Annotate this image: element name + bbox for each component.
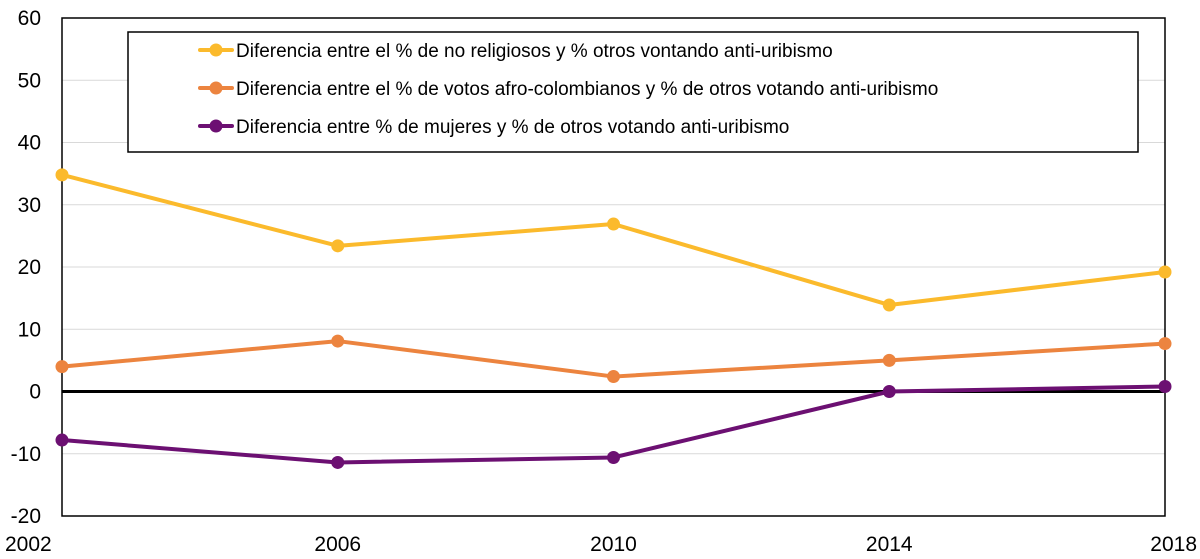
legend-swatch-marker — [209, 43, 223, 57]
legend-label: Diferencia entre el % de votos afro-colo… — [236, 79, 938, 100]
x-tick-label: 2010 — [590, 533, 637, 556]
series-3 — [55, 380, 1172, 469]
series-lines — [55, 168, 1172, 469]
y-tick-label: 10 — [18, 318, 41, 341]
legend: Diferencia entre el % de no religiosos y… — [127, 31, 1139, 153]
legend-swatch-marker — [209, 119, 223, 133]
series-2 — [55, 334, 1172, 384]
series-line — [60, 172, 1167, 307]
data-point — [331, 239, 345, 253]
legend-box — [127, 31, 1139, 153]
data-point — [1158, 337, 1172, 351]
series-1 — [55, 168, 1172, 312]
data-point — [1158, 265, 1172, 279]
data-point — [882, 385, 896, 398]
data-point — [331, 334, 345, 348]
data-point — [55, 168, 69, 182]
legend-item: Diferencia entre el % de no religiosos y… — [198, 41, 833, 62]
legend-item: Diferencia entre el % de votos afro-colo… — [198, 79, 938, 100]
tick-labels: -20 -10 0 10 20 30 40 50 60 2002 2006 2010 2014 2018 — [5, 7, 1197, 556]
y-tick-label: -10 — [11, 443, 41, 466]
y-tick-label: 0 — [29, 381, 41, 404]
data-point — [607, 450, 620, 464]
y-tick-label: 30 — [18, 194, 41, 217]
data-point — [331, 455, 345, 469]
data-point — [882, 298, 896, 312]
y-tick-label: 60 — [18, 7, 41, 30]
legend-label: Diferencia entre % de mujeres y % de otr… — [236, 117, 789, 138]
data-point — [607, 217, 620, 231]
data-point — [1158, 380, 1172, 394]
legend-label: Diferencia entre el % de no religiosos y… — [236, 41, 833, 62]
y-tick-label: 20 — [18, 256, 41, 279]
data-point — [55, 433, 69, 447]
y-tick-label: 40 — [18, 132, 41, 155]
data-point — [55, 360, 69, 374]
x-tick-label: 2006 — [314, 533, 361, 556]
y-tick-label: -20 — [11, 505, 41, 528]
legend-item: Diferencia entre % de mujeres y % de otr… — [198, 117, 789, 138]
data-point — [607, 370, 620, 384]
x-tick-label: 2018 — [1150, 533, 1197, 556]
x-tick-label: 2014 — [866, 533, 913, 556]
legend-swatch-marker — [209, 81, 223, 95]
x-tick-label: 2002 — [5, 533, 52, 556]
data-point — [882, 353, 896, 367]
y-tick-label: 50 — [18, 69, 41, 92]
